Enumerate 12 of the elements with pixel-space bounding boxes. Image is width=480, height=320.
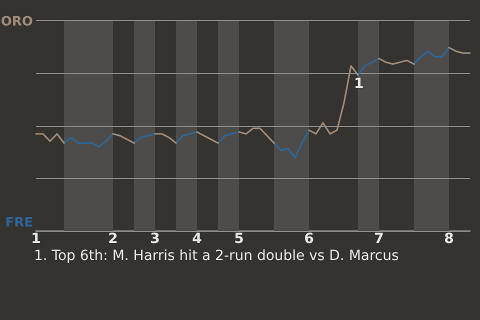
annotation: 1 bbox=[354, 76, 364, 92]
text: ORO bbox=[0, 14, 33, 30]
text: FRE bbox=[5, 216, 33, 231]
x-tick-label: 6 bbox=[304, 231, 314, 248]
x-tick-label: 5 bbox=[234, 231, 244, 248]
x-tick-label: 7 bbox=[374, 231, 384, 248]
x-tick-label: 8 bbox=[444, 231, 454, 248]
x-tick-label: 2 bbox=[108, 231, 118, 248]
text: 1. Top 6th: M. Harris hit a 2-run double vs D. Marcus bbox=[34, 248, 400, 264]
x-tick-label: 1 bbox=[31, 231, 41, 248]
x-tick-label: 4 bbox=[192, 231, 202, 248]
x-tick-label: 3 bbox=[150, 231, 160, 248]
